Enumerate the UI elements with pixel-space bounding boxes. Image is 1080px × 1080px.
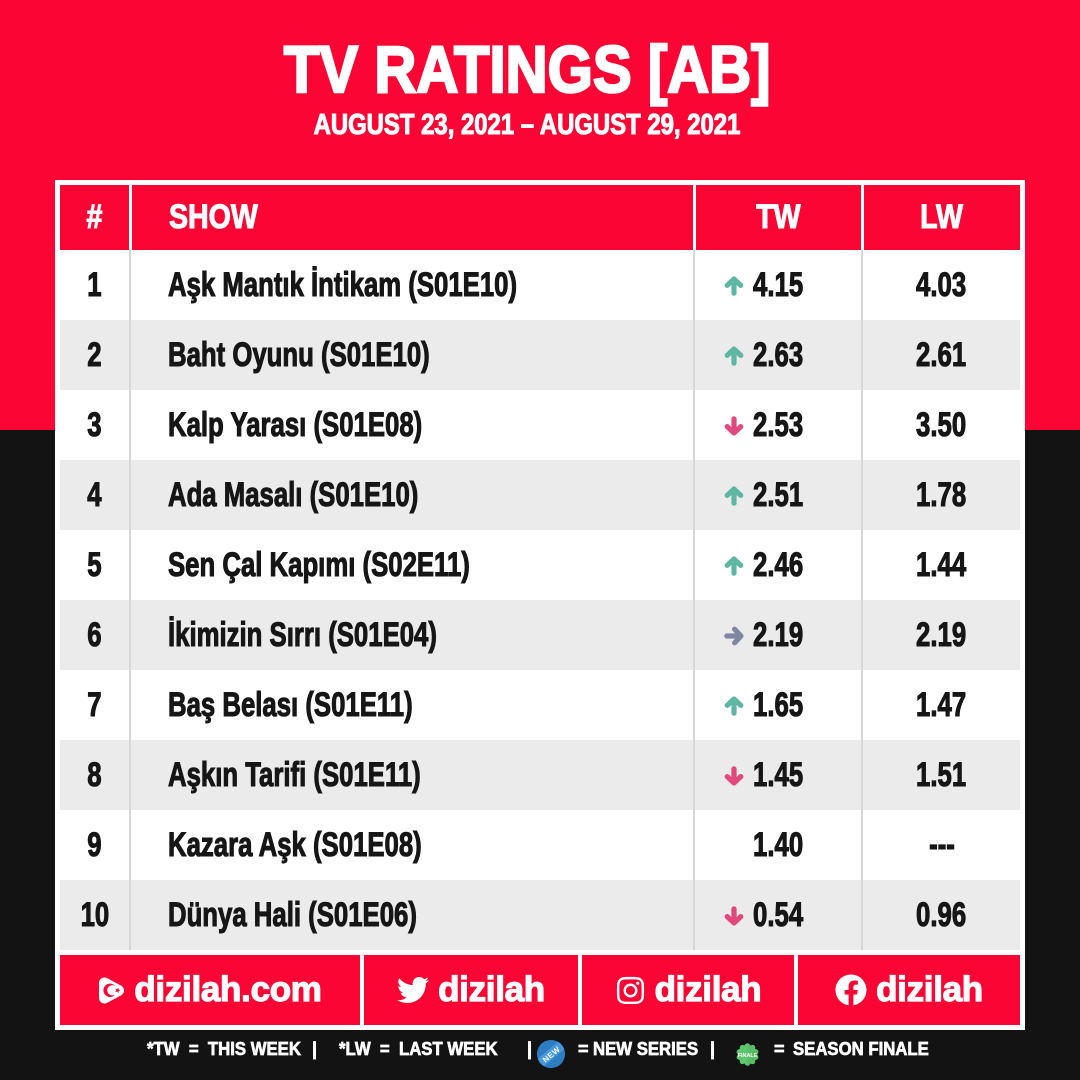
svg-text:FINALE: FINALE: [738, 1052, 758, 1058]
